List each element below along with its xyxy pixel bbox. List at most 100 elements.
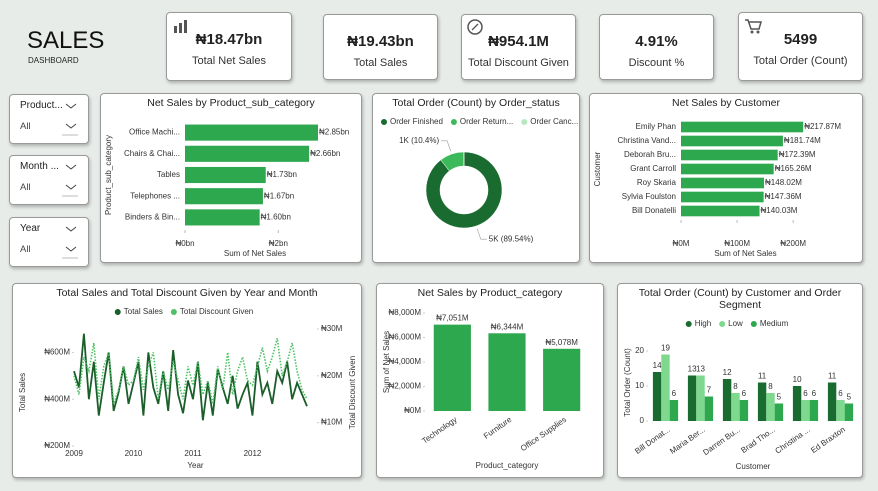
kpi-label: Total Discount Given bbox=[468, 57, 569, 69]
kpi-icon bbox=[745, 19, 762, 34]
slicer[interactable]: Year All bbox=[9, 217, 89, 267]
y-tick-label: Christina Vand... bbox=[617, 136, 676, 145]
slicer-chevrons bbox=[62, 164, 78, 197]
data-label: 8 bbox=[733, 382, 738, 391]
chart-title: Net Sales by Customer bbox=[672, 97, 780, 109]
y-tick-label: Telephones ... bbox=[130, 191, 180, 200]
y2-tick-label: ₦10M bbox=[321, 418, 343, 427]
data-label: ₦172.39M bbox=[779, 150, 816, 159]
kpi-label: Total Order (Count) bbox=[753, 55, 848, 67]
data-label: 10 bbox=[793, 375, 802, 384]
x-tick-label: Bill Donat... bbox=[633, 425, 672, 456]
legend-label: Low bbox=[728, 319, 743, 328]
y-tick-label: ₦400M bbox=[44, 394, 70, 403]
data-label: 5K (89.54%) bbox=[489, 234, 534, 243]
y-tick-label: Bill Donatelli bbox=[632, 206, 676, 215]
x-tick-label: Maria Ber... bbox=[668, 425, 707, 456]
bar bbox=[844, 403, 854, 421]
kpi-value: 5499 bbox=[783, 31, 818, 48]
bar bbox=[801, 400, 810, 421]
icon-part bbox=[471, 23, 479, 31]
chevron bbox=[65, 103, 77, 109]
bar bbox=[185, 188, 263, 205]
kpi-card: 5499 Total Order (Count) bbox=[738, 12, 863, 81]
legend: High Low Medium bbox=[685, 319, 789, 328]
axis-title: Product_category bbox=[476, 461, 539, 470]
icon-part bbox=[184, 20, 187, 33]
bar bbox=[696, 375, 705, 421]
data-label: 7 bbox=[707, 386, 712, 395]
bar bbox=[185, 166, 266, 184]
bar bbox=[185, 124, 318, 141]
data-label: 6 bbox=[803, 389, 808, 398]
bar bbox=[704, 396, 714, 421]
x-tick-label: 2010 bbox=[125, 449, 143, 458]
leader-line bbox=[476, 228, 487, 240]
x-tick-label: Technology bbox=[420, 415, 458, 446]
legend-swatch bbox=[170, 309, 177, 315]
slicer-value: All bbox=[20, 244, 31, 255]
bar bbox=[681, 135, 783, 147]
kpi-value: ₦19.43bn bbox=[347, 33, 414, 50]
y-tick-label: Chairs & Chai... bbox=[124, 149, 180, 158]
bar bbox=[766, 393, 775, 421]
chart: High Low Medium 0 10 20 14 19 6 Bill Donat... 13 13… bbox=[623, 319, 854, 471]
slicer-label: Month ... bbox=[20, 161, 59, 172]
data-label: ₦7,051M bbox=[436, 314, 469, 323]
bar bbox=[661, 354, 670, 421]
x-tick-label: ₦100M bbox=[724, 239, 750, 248]
legend-label: High bbox=[695, 319, 711, 328]
data-label: 5 bbox=[777, 393, 782, 402]
bar bbox=[185, 145, 310, 162]
chart-panel: Total Order (Count) by Customer and Orde… bbox=[617, 283, 863, 478]
slicer[interactable]: Product... All bbox=[9, 94, 89, 144]
slicer[interactable]: Month ... All bbox=[9, 155, 89, 205]
y-tick-label: Sylvia Foulston bbox=[622, 192, 676, 201]
axis-title: Sum of Net Sales bbox=[714, 249, 776, 258]
chevron bbox=[65, 226, 77, 232]
data-label: ₦2.85bn bbox=[319, 128, 349, 137]
x-tick-label: ₦0bn bbox=[175, 239, 194, 248]
x-tick-label: Office Supplies bbox=[519, 415, 568, 453]
bar bbox=[681, 191, 764, 203]
legend: Total Sales Total Discount Given bbox=[114, 307, 253, 316]
y-tick-label: 0 bbox=[640, 416, 645, 425]
y-tick-label: 10 bbox=[635, 381, 644, 390]
data-label: ₦148.02M bbox=[765, 178, 802, 187]
y-tick-label: ₦8,000M bbox=[389, 308, 422, 317]
legend-swatch bbox=[719, 321, 726, 327]
icon-part bbox=[179, 23, 182, 33]
slice bbox=[425, 151, 503, 229]
bar bbox=[669, 400, 679, 421]
data-label: ₦181.74M bbox=[784, 136, 821, 145]
kpi-card: ₦18.47bn Total Net Sales bbox=[166, 12, 292, 81]
bar bbox=[681, 163, 774, 175]
chart-panel: Total Order (Count) by Order_status Order… bbox=[372, 93, 580, 263]
chart-title: Net Sales by Product_sub_category bbox=[147, 97, 315, 109]
legend-swatch bbox=[450, 119, 457, 125]
chart-title: Net Sales by Product_category bbox=[417, 287, 563, 299]
axis-title: Product_sub_category bbox=[104, 135, 113, 215]
y-tick-label: ₦2,000M bbox=[389, 382, 422, 391]
x-tick-label: Ed Braxton bbox=[809, 425, 847, 455]
kpi-icon bbox=[467, 19, 483, 35]
data-label: ₦5,078M bbox=[545, 338, 578, 347]
y-tick-label: Emily Phan bbox=[636, 122, 676, 131]
bar bbox=[681, 149, 778, 161]
slicer-label: Year bbox=[20, 223, 41, 234]
axis-title: Sum of Net Sales bbox=[382, 331, 391, 393]
bar bbox=[827, 382, 837, 421]
chart-panel: Total Sales and Total Discount Given by … bbox=[12, 283, 362, 478]
kpi-label: Discount % bbox=[628, 57, 685, 69]
y-tick-label: ₦4,000M bbox=[389, 357, 422, 366]
dashboard-subtitle: DASHBOARD bbox=[28, 56, 79, 65]
axis-title: Year bbox=[187, 461, 204, 470]
kpi-icon bbox=[174, 20, 187, 33]
data-label: 13 bbox=[688, 365, 697, 374]
bar bbox=[681, 177, 765, 189]
y-tick-label: ₦200M bbox=[44, 441, 70, 450]
y-tick-label: Deborah Bru... bbox=[624, 150, 676, 159]
data-label: 6 bbox=[742, 389, 747, 398]
data-label: 11 bbox=[758, 372, 767, 381]
axis-title: Total Discount Given bbox=[348, 356, 357, 429]
